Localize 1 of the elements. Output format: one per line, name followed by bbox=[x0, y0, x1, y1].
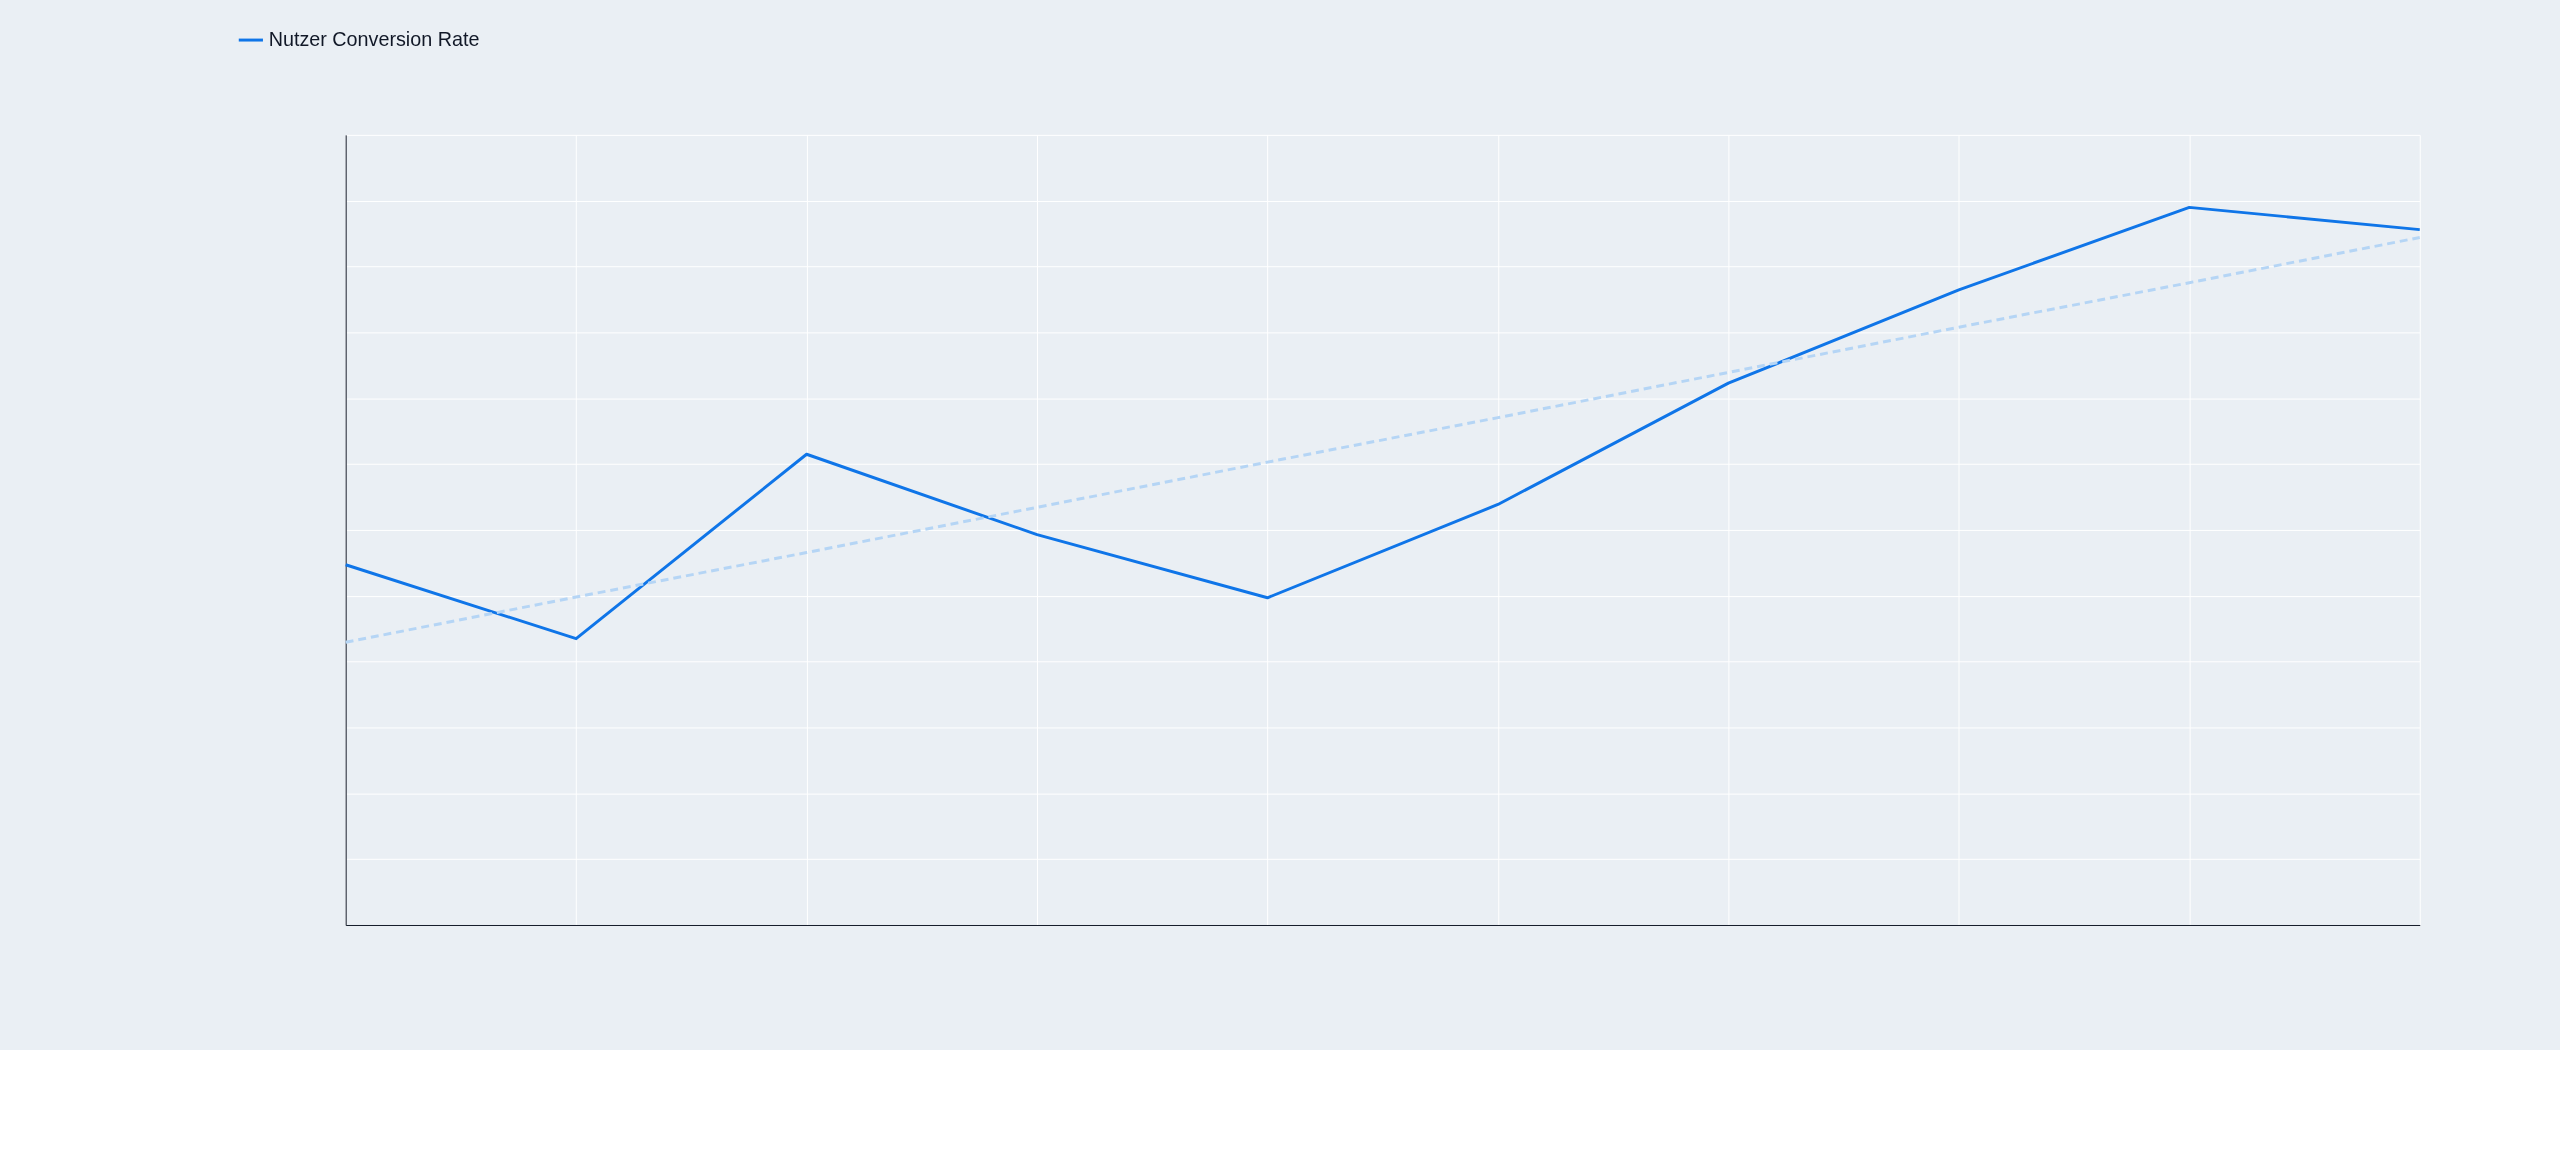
legend-label: Nutzer Conversion Rate bbox=[268, 27, 480, 50]
